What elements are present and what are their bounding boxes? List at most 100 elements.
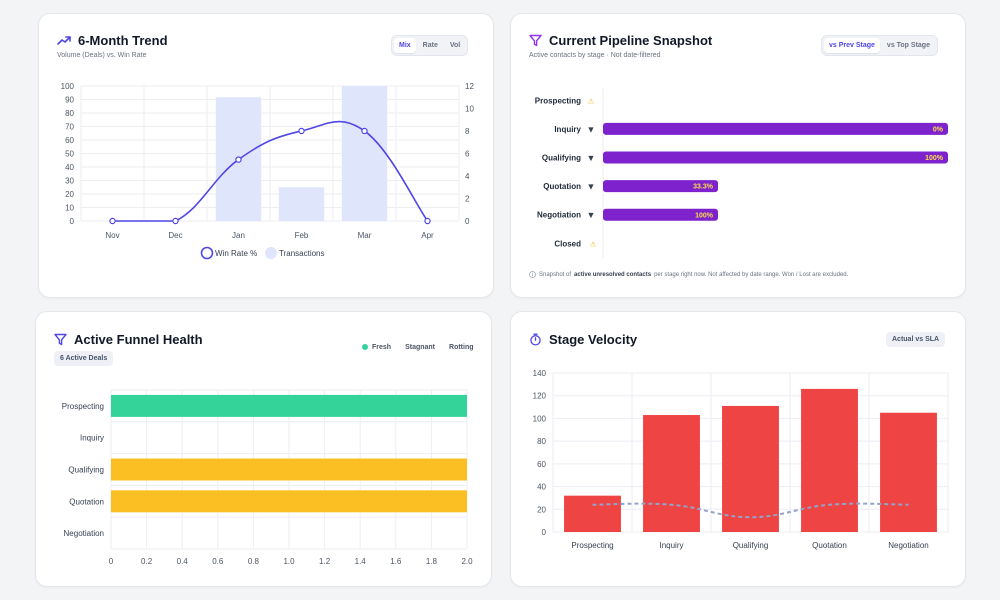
legend-rotting[interactable]: Rotting	[449, 344, 474, 351]
x-tick-label: Dec	[168, 231, 182, 240]
pipeline-title: Current Pipeline Snapshot	[549, 33, 713, 48]
active-deals-badge: 6 Active Deals	[54, 351, 114, 366]
y-tick-label: 90	[65, 96, 74, 105]
x-tick-label: 1.6	[390, 557, 402, 566]
y-tick-label: 100	[533, 414, 547, 423]
x-tick-label: 0.8	[248, 557, 260, 566]
stage-label: Quotation	[69, 497, 104, 506]
stage-label: Quotation	[543, 182, 581, 191]
info-icon	[529, 271, 536, 278]
fresh-dot-icon	[362, 344, 368, 351]
trend-header: 6-Month Trend	[57, 33, 168, 48]
down-triangle-icon: ▼	[587, 153, 596, 163]
x-tick-label: Apr	[421, 231, 434, 240]
x-tick-label: 0.2	[141, 557, 153, 566]
y-tick-label: 80	[537, 437, 546, 446]
x-tick-label: 0.4	[177, 557, 189, 566]
x-tick-label: Qualifying	[733, 541, 769, 550]
win-rate-point	[235, 156, 242, 163]
legend-transactions-label: Transactions	[279, 249, 325, 258]
x-tick-label: 1.4	[355, 557, 367, 566]
funnel-legend: Fresh Stagnant Rotting	[362, 344, 474, 351]
x-tick-label: 1.8	[426, 557, 438, 566]
pipeline-note-bold: active unresolved contacts	[574, 271, 652, 278]
stopwatch-icon	[529, 333, 542, 346]
pipeline-bar-label: 33.3%	[693, 184, 714, 191]
x-tick-label: Jan	[232, 231, 245, 240]
x-tick-label: 2.0	[461, 557, 473, 566]
x-tick-label: Quotation	[812, 541, 847, 550]
stage-label: Closed	[554, 239, 581, 248]
y-tick-label: 0	[542, 528, 547, 537]
y2-tick-label: 12	[465, 82, 474, 91]
funnel-title: Active Funnel Health	[74, 332, 203, 347]
stage-label: Negotiation	[537, 211, 581, 220]
pipeline-bar	[603, 208, 718, 221]
legend-win-rate-label: Win Rate %	[215, 249, 257, 258]
y-tick-label: 50	[65, 150, 74, 159]
pipeline-card: Current Pipeline Snapshot Active contact…	[510, 13, 966, 298]
fresh-bar	[111, 394, 467, 417]
x-tick-label: 0.6	[212, 557, 224, 566]
velocity-title: Stage Velocity	[549, 332, 638, 347]
y2-tick-label: 0	[465, 217, 470, 226]
pipeline-compare-toggle: vs Prev Stage vs Top Stage	[821, 35, 938, 56]
pipeline-header: Current Pipeline Snapshot	[529, 33, 712, 48]
pipeline-bar	[603, 122, 948, 135]
y-tick-label: 140	[533, 369, 547, 378]
down-triangle-icon: ▼	[587, 124, 596, 134]
win-rate-point	[424, 217, 431, 225]
y2-tick-label: 4	[465, 172, 470, 181]
x-tick-label: 0	[109, 557, 114, 566]
toggle-vs-prev-stage[interactable]: vs Prev Stage	[824, 38, 880, 53]
pipeline-note-suffix: per stage right now. Not affected by dat…	[654, 271, 849, 278]
velocity-card: Stage Velocity Actual vs SLA 0 20 40 60 80 10…	[510, 311, 966, 587]
trend-view-toggle: Mix Rate Vol	[391, 35, 469, 56]
x-tick-label: 1.2	[319, 557, 331, 566]
legend-transactions-icon	[265, 247, 277, 259]
funnel-header: Active Funnel Health	[54, 332, 203, 347]
trend-title: 6-Month Trend	[78, 33, 168, 48]
velocity-bar	[643, 415, 700, 532]
warning-icon: ⚠	[588, 97, 595, 105]
toggle-mix[interactable]: Mix	[394, 38, 416, 53]
y-tick-label: 70	[65, 123, 74, 132]
y-tick-label: 40	[537, 483, 546, 492]
toggle-vol[interactable]: Vol	[449, 42, 461, 49]
pipeline-chart: Prospecting ⚠ Inquiry ▼ 0% Qualifying ▼ 100% Quo…	[535, 88, 948, 258]
toggle-rate[interactable]: Rate	[422, 42, 438, 49]
funnel-chart: 0 0.2 0.4 0.6 0.8 1.0 1.2 1.4 1.6 1.8 2.0 Prospecti…	[62, 389, 473, 566]
x-tick-label: Inquiry	[659, 541, 683, 550]
x-tick-label: Mar	[358, 231, 372, 240]
funnel-health-card: Active Funnel Health 6 Active Deals Fres…	[35, 311, 492, 587]
toggle-vs-top-stage[interactable]: vs Top Stage	[886, 42, 930, 49]
actual-vs-sla-badge[interactable]: Actual vs SLA	[886, 332, 946, 347]
transactions-bar	[278, 187, 325, 221]
y-tick-label: 60	[65, 136, 74, 145]
velocity-bar	[564, 495, 621, 532]
legend-fresh[interactable]: Fresh	[362, 344, 391, 351]
win-rate-point	[298, 127, 305, 135]
funnel-icon	[54, 333, 67, 346]
velocity-bar	[722, 405, 779, 532]
stage-label: Qualifying	[542, 154, 581, 163]
x-tick-label: Nov	[105, 231, 119, 240]
legend-stagnant[interactable]: Stagnant	[405, 344, 436, 351]
pipeline-note: Snapshot of active unresolved contacts p…	[529, 271, 848, 278]
pipeline-note-prefix: Snapshot of	[539, 271, 572, 278]
velocity-header: Stage Velocity	[529, 332, 637, 347]
y2-tick-label: 2	[465, 195, 470, 204]
pipeline-bar	[603, 151, 948, 164]
y2-tick-label: 10	[465, 105, 474, 114]
funnel-icon	[529, 34, 542, 47]
y-tick-label: 30	[65, 177, 74, 186]
trending-up-icon	[57, 35, 71, 46]
x-tick-label: Negotiation	[888, 541, 928, 550]
y-tick-label: 80	[65, 109, 74, 118]
y2-tick-label: 8	[465, 127, 470, 136]
stage-label: Prospecting	[535, 96, 581, 105]
stage-label: Inquiry	[554, 125, 581, 134]
velocity-chart: 0 20 40 60 80 100 120 140 Prospecting Inquiry Qual…	[533, 369, 949, 550]
y-tick-label: 0	[70, 217, 75, 226]
y-tick-label: 120	[533, 392, 547, 401]
